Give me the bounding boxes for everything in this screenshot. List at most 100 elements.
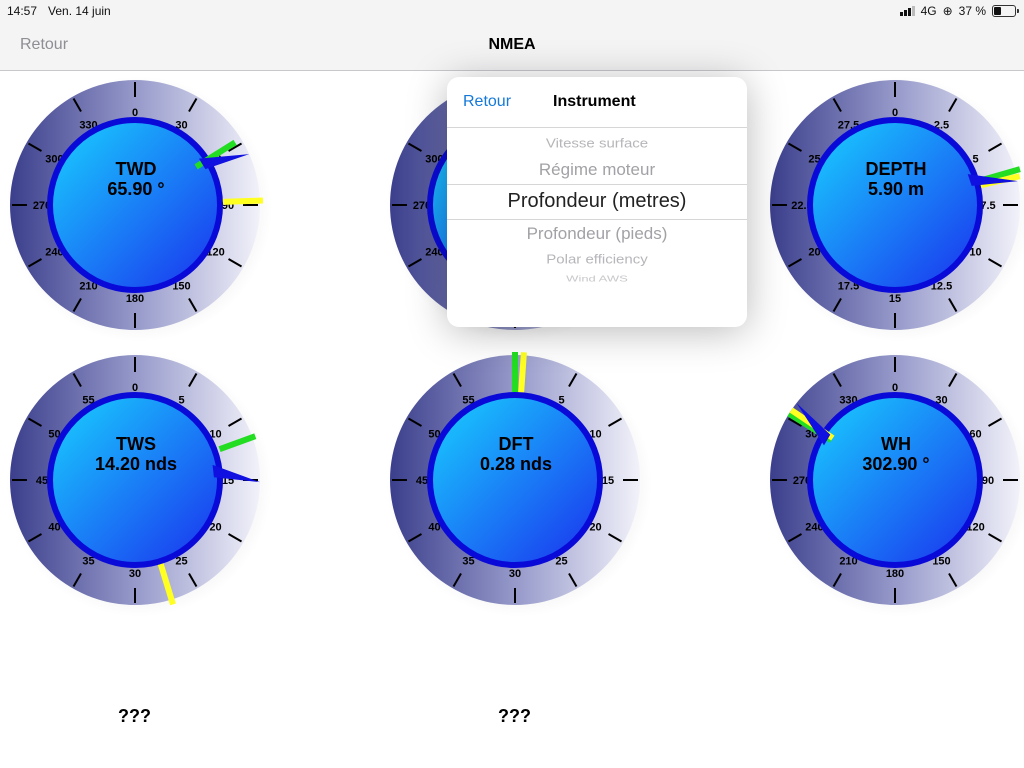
battery-percent: 37 % <box>958 4 986 18</box>
yellow-needle <box>157 563 176 606</box>
major-tick <box>832 298 842 313</box>
tick-label: 17.5 <box>838 281 859 293</box>
status-date: Ven. 14 juin <box>48 4 111 18</box>
tick-label: 12.5 <box>931 281 952 293</box>
gauge-face <box>427 392 603 568</box>
major-tick <box>452 573 462 588</box>
picker-item[interactable]: Polar efficiency <box>546 252 648 267</box>
unknown-gauge-label-2: ??? <box>498 706 531 726</box>
tick-label: 25 <box>808 154 820 166</box>
status-right: 4G ⊕ 37 % <box>899 4 1019 18</box>
unknown-gauge-label-1: ??? <box>118 706 151 726</box>
gauge-face <box>807 392 983 568</box>
tick-label: 240 <box>805 522 823 534</box>
signal-icon <box>899 6 915 16</box>
major-tick <box>988 258 1003 268</box>
tick-label: 5 <box>558 394 564 406</box>
major-tick <box>72 298 82 313</box>
tick-label: 30 <box>509 568 521 580</box>
wind-pointer <box>198 154 250 170</box>
tick-label: 30 <box>175 119 187 131</box>
major-tick <box>27 533 42 543</box>
picker-item[interactable]: Régime moteur <box>538 160 656 179</box>
tick-label: 30 <box>129 568 141 580</box>
major-tick <box>787 533 802 543</box>
tick-label: 270 <box>413 200 431 212</box>
yellow-needle <box>518 352 527 393</box>
gauge-face <box>807 117 983 293</box>
gauge-depth[interactable]: DEPTH 5.90 m <box>816 159 976 199</box>
gauge-label: TWD <box>115 159 157 179</box>
tick-label: 0 <box>132 107 138 119</box>
major-tick <box>228 533 243 543</box>
major-tick <box>72 573 82 588</box>
gauge-value: 0.28 nds <box>479 454 553 474</box>
gauge-face <box>47 117 223 293</box>
wind-pointer <box>967 174 1018 186</box>
picker-item[interactable]: Vitesse surface <box>545 136 649 151</box>
tick-label: 5 <box>178 394 184 406</box>
popover-header: Retour Instrument <box>447 77 747 128</box>
major-tick <box>72 372 82 387</box>
major-tick <box>188 573 198 588</box>
tick-label: 150 <box>172 281 190 293</box>
major-tick <box>188 372 198 387</box>
major-tick <box>228 142 243 152</box>
major-tick <box>832 372 842 387</box>
gauge-wh[interactable]: WH 302.90 ° <box>816 434 976 474</box>
back-button[interactable]: Retour <box>20 36 69 53</box>
tick-label: 0 <box>132 382 138 394</box>
tick-label: 45 <box>416 475 428 487</box>
major-tick <box>948 372 958 387</box>
major-tick <box>608 417 623 427</box>
gauge-value: 14.20 nds <box>94 454 178 474</box>
yellow-needle <box>222 197 264 205</box>
major-tick <box>608 533 623 543</box>
tick-label: 0 <box>892 107 898 119</box>
green-needle <box>218 433 257 453</box>
tick-label: 120 <box>206 247 224 259</box>
tick-label: 120 <box>966 522 984 534</box>
instrument-picker[interactable]: Vitesse surface Régime moteur Profondeur… <box>447 127 747 327</box>
picker-item[interactable]: Wind AWS <box>566 273 628 284</box>
gauge-value: 65.90 ° <box>107 179 165 199</box>
navigation-bar: Retour NMEA <box>0 22 1024 71</box>
popover-back-button[interactable]: Retour <box>463 93 512 110</box>
tick-label: 25 <box>555 556 567 568</box>
tick-label: 55 <box>82 394 94 406</box>
tick-label: 240 <box>425 247 443 259</box>
page-title: NMEA <box>488 36 536 53</box>
gauge-value: 302.90 ° <box>862 454 930 474</box>
wind-pointer <box>796 403 831 446</box>
major-tick <box>988 142 1003 152</box>
major-tick <box>27 258 42 268</box>
instrument-popover: Retour Instrument Vitesse surface Régime… <box>447 77 747 327</box>
network-type: 4G <box>920 4 937 18</box>
tick-label: 35 <box>82 556 94 568</box>
picker-item-selected[interactable]: Profondeur (metres) <box>507 190 687 212</box>
major-tick <box>188 97 198 112</box>
gauge-label: DEPTH <box>865 159 927 179</box>
tick-label: 20 <box>209 522 221 534</box>
tick-label: 210 <box>79 281 97 293</box>
tick-label: 60 <box>969 429 981 441</box>
gauge-dft[interactable]: DFT 0.28 nds <box>436 434 596 474</box>
major-tick <box>27 417 42 427</box>
major-tick <box>568 372 578 387</box>
major-tick <box>787 142 802 152</box>
battery-icon <box>992 5 1019 17</box>
major-tick <box>188 298 198 313</box>
gauge-tws[interactable]: TWS 14.20 nds <box>56 434 216 474</box>
tick-label: 10 <box>209 429 221 441</box>
tick-label: 180 <box>886 568 904 580</box>
gauge-twd[interactable]: TWD 65.90 ° <box>56 159 216 199</box>
tick-label: 7.5 <box>980 200 995 212</box>
gauge-label: TWS <box>116 434 156 454</box>
tick-label: 15 <box>889 293 901 305</box>
picker-item[interactable]: Profondeur (pieds) <box>526 224 668 243</box>
tick-label: 90 <box>982 475 994 487</box>
status-time: 14:57 <box>7 4 38 18</box>
